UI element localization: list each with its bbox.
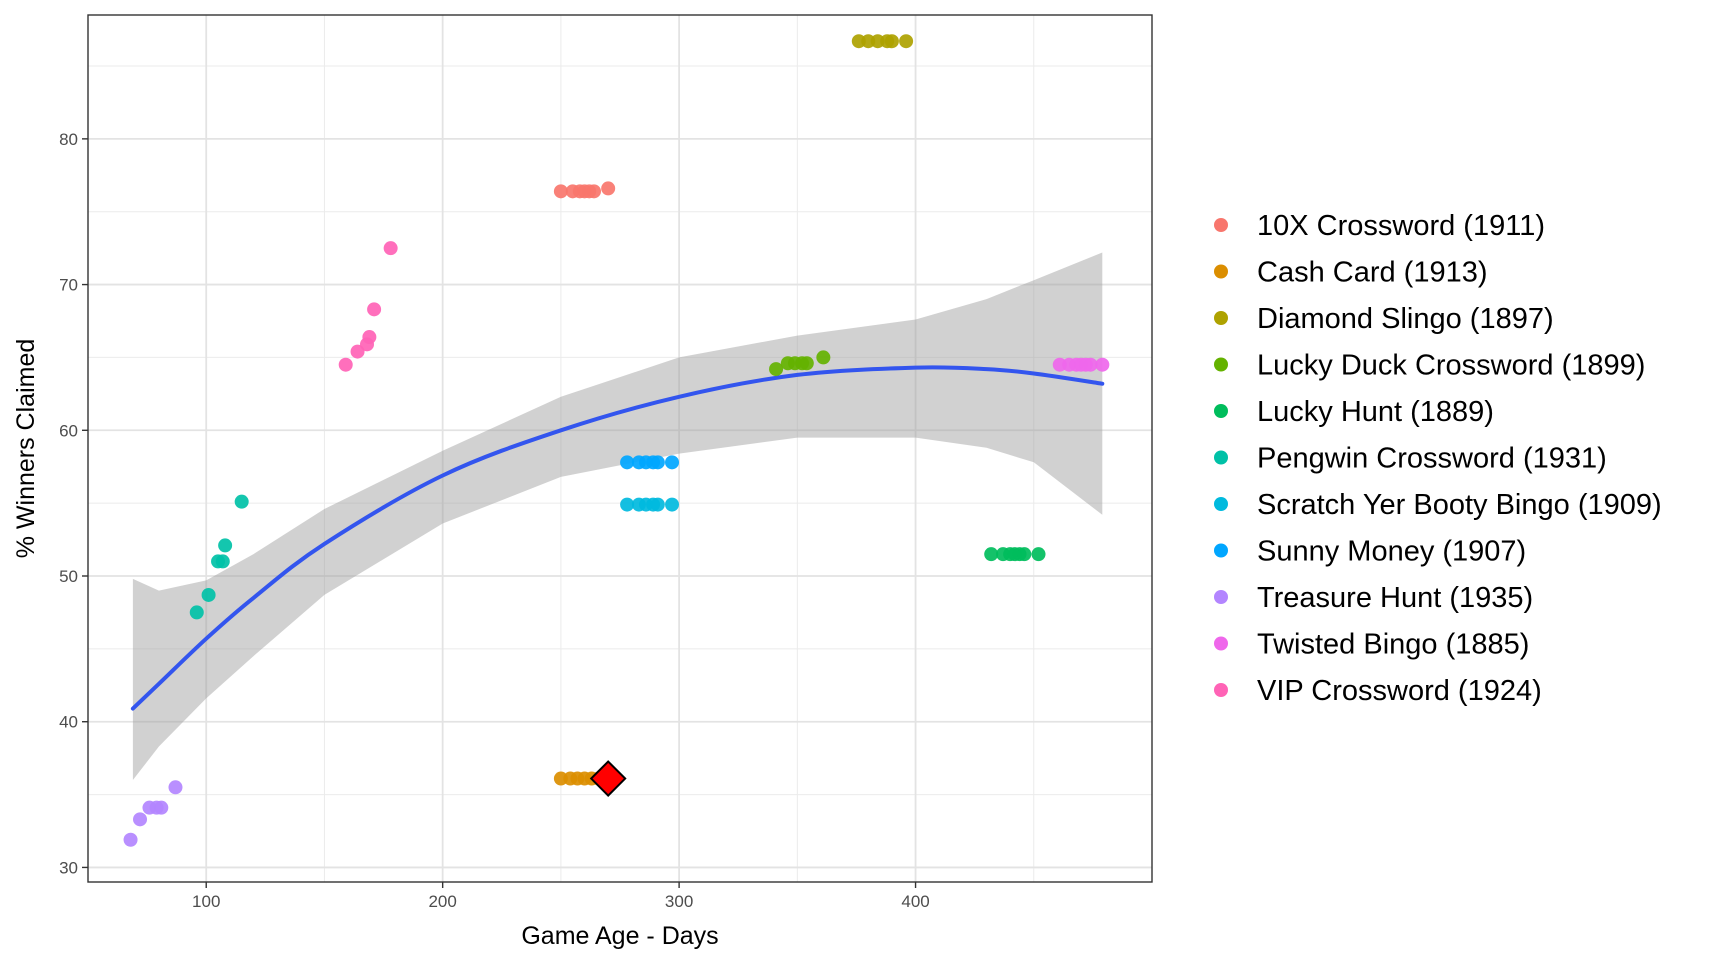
legend-key bbox=[1214, 497, 1228, 511]
data-point bbox=[168, 780, 183, 795]
data-point bbox=[123, 832, 138, 847]
legend-label: Scratch Yer Booty Bingo (1909) bbox=[1257, 489, 1662, 521]
data-point bbox=[884, 34, 899, 49]
legend: 10X Crossword (1911) Cash Card (1913) Diam… bbox=[1214, 210, 1662, 707]
y-tick-label: 80 bbox=[59, 130, 78, 149]
trend-line bbox=[130, 365, 1105, 711]
y-axis: 30 40 50 60 70 80 bbox=[59, 130, 88, 877]
data-point bbox=[601, 181, 616, 196]
data-point bbox=[218, 538, 233, 553]
legend-key bbox=[1214, 264, 1228, 279]
data-point bbox=[586, 184, 601, 199]
confidence-band-area bbox=[132, 252, 1103, 780]
x-axis-title: Game Age - Days bbox=[521, 922, 718, 950]
data-points bbox=[123, 34, 1110, 847]
data-point bbox=[665, 497, 680, 512]
highlight-marker bbox=[589, 760, 627, 797]
y-tick-label: 70 bbox=[59, 276, 78, 295]
y-axis-title: % Winners Claimed bbox=[12, 339, 40, 559]
data-point bbox=[338, 357, 353, 372]
legend-label: Lucky Hunt (1889) bbox=[1257, 396, 1494, 428]
y-tick-label: 60 bbox=[59, 421, 78, 440]
legend-label: Diamond Slingo (1897) bbox=[1257, 303, 1554, 335]
data-point bbox=[189, 605, 204, 620]
data-point bbox=[1031, 547, 1046, 562]
legend-label: VIP Crossword (1924) bbox=[1257, 675, 1542, 707]
data-point bbox=[234, 494, 249, 509]
x-tick-label: 100 bbox=[192, 892, 220, 911]
data-point bbox=[816, 350, 831, 365]
plot-panel-border bbox=[87, 14, 1153, 883]
trend-curve bbox=[130, 365, 1105, 711]
legend-key bbox=[1214, 683, 1228, 697]
data-point bbox=[1095, 357, 1110, 372]
data-point bbox=[899, 34, 914, 49]
y-tick-label: 30 bbox=[59, 858, 78, 877]
legend-key bbox=[1214, 636, 1228, 651]
data-point bbox=[620, 497, 635, 512]
minor-grid bbox=[88, 15, 1152, 882]
data-point bbox=[362, 330, 377, 345]
legend-key bbox=[1214, 543, 1228, 558]
data-point bbox=[383, 241, 398, 256]
data-point bbox=[154, 800, 169, 815]
legend-key bbox=[1214, 590, 1228, 604]
data-point bbox=[215, 554, 230, 569]
legend-key bbox=[1214, 311, 1228, 325]
legend-label: Twisted Bingo (1885) bbox=[1257, 629, 1529, 661]
data-point bbox=[1083, 357, 1098, 372]
x-tick-label: 300 bbox=[665, 892, 693, 911]
legend-key bbox=[1214, 404, 1228, 418]
legend-key bbox=[1214, 218, 1228, 232]
major-grid bbox=[88, 15, 1152, 882]
data-point bbox=[650, 455, 665, 470]
y-tick-label: 40 bbox=[59, 713, 78, 732]
legend-label: Cash Card (1913) bbox=[1257, 257, 1488, 289]
data-point bbox=[201, 587, 216, 602]
x-axis: 100 200 300 400 bbox=[192, 882, 930, 911]
data-point bbox=[1017, 547, 1032, 562]
data-point bbox=[367, 302, 382, 317]
legend-label: Treasure Hunt (1935) bbox=[1257, 582, 1533, 614]
data-point bbox=[665, 455, 680, 470]
legend-label: Lucky Duck Crossword (1899) bbox=[1257, 350, 1645, 382]
data-point bbox=[984, 547, 999, 562]
legend-label: 10X Crossword (1911) bbox=[1257, 210, 1545, 242]
data-point bbox=[133, 812, 148, 827]
y-tick-label: 50 bbox=[59, 567, 78, 586]
legend-key bbox=[1214, 357, 1228, 372]
legend-key bbox=[1214, 450, 1228, 465]
data-point bbox=[350, 344, 365, 359]
data-point bbox=[620, 455, 635, 470]
confidence-band bbox=[132, 252, 1103, 780]
x-tick-label: 400 bbox=[901, 892, 929, 911]
data-point bbox=[799, 356, 814, 371]
data-point bbox=[769, 362, 784, 377]
legend-label: Sunny Money (1907) bbox=[1257, 536, 1526, 568]
data-point bbox=[650, 497, 665, 512]
legend-label: Pengwin Crossword (1931) bbox=[1257, 443, 1607, 475]
data-point bbox=[553, 184, 568, 199]
highlight-diamond bbox=[589, 760, 627, 797]
x-tick-label: 200 bbox=[428, 892, 456, 911]
